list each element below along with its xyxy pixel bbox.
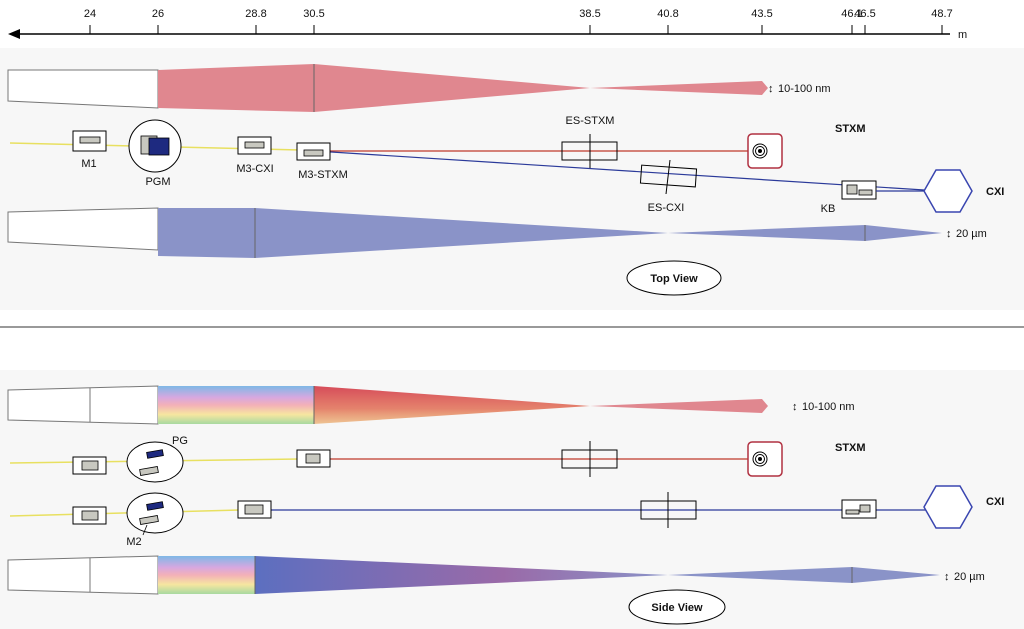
side-view-panel: ↕ 10-100 nm PG [0, 370, 1024, 629]
axis-tick-label: 38.5 [579, 8, 600, 20]
top-view-panel: 10-100 nm ↕ M1 PGM M3-CXI [0, 48, 1024, 310]
axis-arrow-icon [8, 29, 20, 39]
side-cxi-detector[interactable] [923, 485, 973, 529]
axis-tick-label: 28.8 [245, 8, 266, 20]
top-view-badge: Top View [626, 260, 722, 296]
top-stxm-focus-arrow-icon: ↕ [768, 83, 774, 95]
side-m3-cxi-mirror[interactable] [237, 500, 272, 519]
axis-tick-label: 46.1 [841, 8, 862, 20]
m2-label: M2 [126, 536, 141, 548]
side-stxm-detector[interactable] [747, 441, 783, 477]
side-m1-mirror-cxi[interactable] [72, 506, 107, 525]
es-cxi-endstation[interactable]: ES-CXI [639, 159, 698, 214]
m3-cxi-label: M3-CXI [236, 163, 273, 175]
side-view-label: Side View [651, 602, 703, 614]
axis-tick-label: 30.5 [303, 8, 324, 20]
top-cxi-focus-label: 20 µm [956, 228, 987, 240]
side-cxi-label: CXI [986, 496, 1004, 508]
side-m3-stxm-mirror[interactable] [296, 449, 331, 468]
top-stxm-envelope: 10-100 nm ↕ [7, 64, 831, 112]
es-stxm-label: ES-STXM [566, 115, 615, 127]
m1-label: M1 [81, 158, 96, 170]
side-es-cxi-endstation[interactable] [640, 492, 697, 528]
side-pg-assembly-stxm[interactable]: PG [126, 435, 188, 483]
top-view-label: Top View [650, 273, 698, 285]
axis-tick-label: 40.8 [657, 8, 678, 20]
side-stxm-branch: PG STXM [9, 435, 866, 483]
m1-mirror[interactable]: M1 [72, 130, 107, 170]
side-cxi-branch: M2 CXI [9, 485, 1004, 548]
pg-label: PG [172, 435, 188, 447]
pgm-monochromator[interactable]: PGM [128, 119, 182, 188]
side-cxi-focus-label: 20 µm [954, 571, 985, 583]
top-cxi-envelope: ↕ 20 µm [7, 207, 987, 258]
top-cxi-focus-arrow-icon: ↕ [946, 228, 952, 240]
kb-mirror-pair[interactable]: KB [821, 180, 877, 215]
side-stxm-envelope: ↕ 10-100 nm [7, 385, 855, 425]
axis-tick-label: 48.7 [931, 8, 952, 20]
es-stxm-endstation[interactable]: ES-STXM [561, 115, 618, 168]
side-stxm-focus-label: 10-100 nm [802, 401, 855, 413]
side-stxm-label: STXM [835, 442, 866, 454]
es-cxi-label: ES-CXI [648, 202, 685, 214]
kb-label: KB [821, 203, 836, 215]
side-es-stxm-endstation[interactable] [561, 441, 618, 477]
top-cxi-label: CXI [986, 186, 1004, 198]
axis-unit: m [958, 29, 967, 41]
side-kb-mirror-pair[interactable] [841, 499, 877, 519]
top-stxm-label: STXM [835, 123, 866, 135]
axis-tick-label: 46.5 [854, 8, 875, 20]
m3-stxm-label: M3-STXM [298, 169, 348, 181]
top-cxi-detector[interactable] [923, 169, 973, 213]
side-cxi-envelope: ↕ 20 µm [7, 555, 985, 595]
pgm-label: PGM [145, 176, 170, 188]
axis-tick-label: 43.5 [751, 8, 772, 20]
axis-tick-label: 24 [84, 8, 96, 20]
axis-tick-label: 26 [152, 8, 164, 20]
side-view-badge: Side View [628, 589, 726, 625]
m3-stxm-mirror[interactable]: M3-STXM [296, 142, 348, 181]
distance-axis: 24 26 28.8 30.5 38.5 40.8 43.5 46.146.5 48.7 m [8, 8, 967, 41]
side-m1-mirror-stxm[interactable] [72, 456, 107, 475]
m3-cxi-mirror[interactable]: M3-CXI [236, 136, 274, 175]
side-pg-assembly-cxi[interactable]: M2 [126, 492, 184, 548]
top-stxm-focus-label: 10-100 nm [778, 83, 831, 95]
side-stxm-focus-arrow-icon: ↕ [792, 401, 798, 413]
side-cxi-focus-arrow-icon: ↕ [944, 571, 950, 583]
top-stxm-detector[interactable] [747, 133, 783, 169]
